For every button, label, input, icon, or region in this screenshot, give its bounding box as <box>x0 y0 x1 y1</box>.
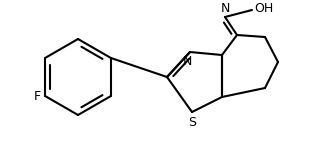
Text: N: N <box>220 2 230 15</box>
Text: F: F <box>34 89 41 103</box>
Text: OH: OH <box>254 2 273 16</box>
Text: N: N <box>182 55 192 68</box>
Text: S: S <box>188 116 196 129</box>
